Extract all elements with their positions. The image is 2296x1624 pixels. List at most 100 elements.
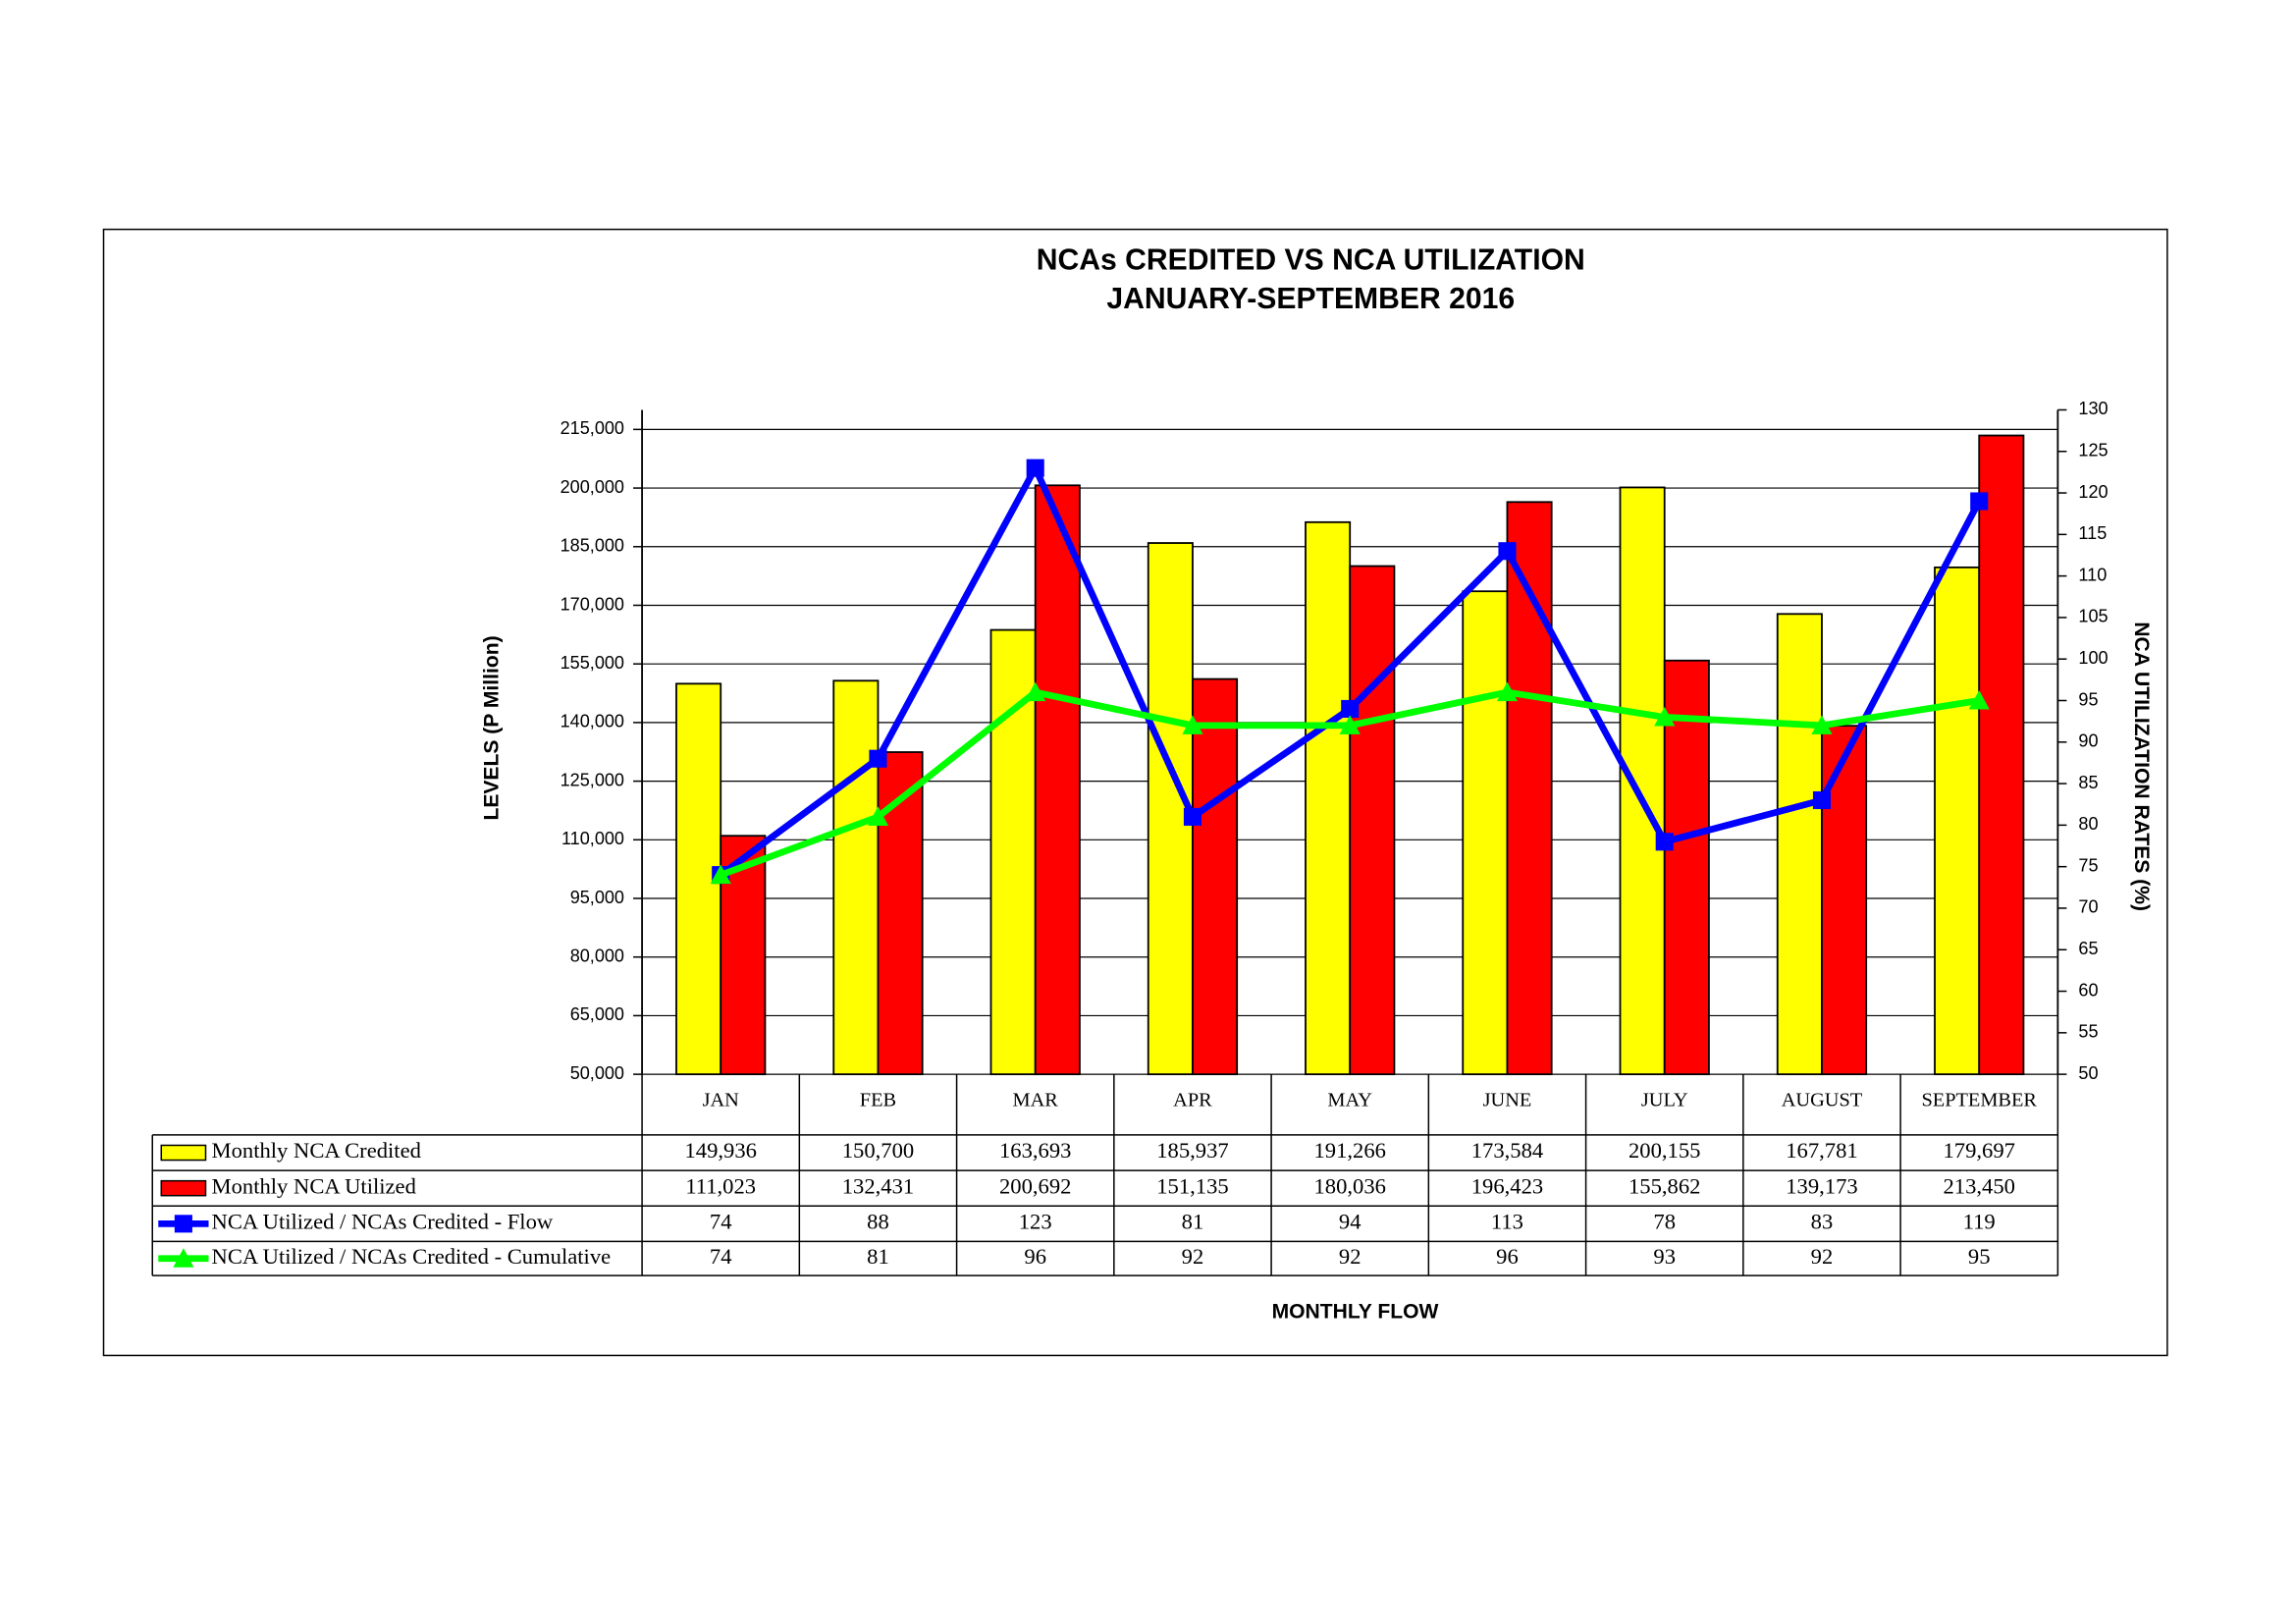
bar xyxy=(1462,590,1509,1076)
table-value: 196,423 xyxy=(1471,1173,1543,1198)
marker xyxy=(1812,790,1832,810)
table-value: 200,155 xyxy=(1629,1138,1700,1163)
table-value: 149,936 xyxy=(684,1138,756,1163)
y2-tick-label: 55 xyxy=(2078,1022,2098,1042)
table-value: 88 xyxy=(867,1210,889,1234)
marker xyxy=(1026,459,1044,477)
y2-tick-label: 120 xyxy=(2078,482,2108,502)
y2-tick-label: 110 xyxy=(2078,565,2107,584)
table-value: 200,692 xyxy=(999,1173,1071,1198)
marker xyxy=(1811,715,1833,734)
marker xyxy=(1025,681,1046,702)
y2-tick-label: 60 xyxy=(2078,980,2098,1000)
marker xyxy=(1339,715,1361,734)
table-value: 92 xyxy=(1182,1244,1204,1269)
bar xyxy=(1349,565,1396,1076)
table-value: 150,700 xyxy=(842,1138,914,1163)
marker xyxy=(1496,681,1519,702)
legend-swatch xyxy=(160,1179,207,1197)
bar xyxy=(1192,677,1239,1076)
y2-axis-title: NCA UTILIZATION RATES (%) xyxy=(2130,622,2153,911)
table-value: 179,697 xyxy=(1943,1138,2014,1163)
table-value: 93 xyxy=(1653,1244,1676,1269)
table-value: 92 xyxy=(1811,1244,1834,1269)
table-value: 94 xyxy=(1339,1210,1362,1234)
table-value: 185,937 xyxy=(1156,1138,1228,1163)
x-tick-label: SEPTEMBER xyxy=(1921,1090,2037,1111)
y2-tick-label: 95 xyxy=(2078,689,2098,709)
x-tick-label: MAR xyxy=(1013,1090,1059,1111)
marker xyxy=(1341,699,1360,719)
table-value: 123 xyxy=(1019,1210,1052,1234)
table-value: 132,431 xyxy=(842,1173,914,1198)
table-value: 74 xyxy=(710,1210,732,1234)
y2-tick-label: 70 xyxy=(2078,897,2098,917)
y2-tick-label: 90 xyxy=(2078,731,2098,751)
bar xyxy=(877,751,924,1076)
y-tick-label: 170,000 xyxy=(561,594,624,614)
x-tick-label: AUGUST xyxy=(1782,1090,1863,1111)
table-value: 78 xyxy=(1653,1210,1676,1234)
y2-tick-label: 85 xyxy=(2078,773,2098,792)
table-value: 180,036 xyxy=(1313,1173,1385,1198)
table-value: 81 xyxy=(1182,1210,1204,1234)
bar xyxy=(1776,613,1823,1076)
marker xyxy=(869,749,887,768)
y-tick-label: 110,000 xyxy=(561,829,624,848)
table-value: 173,584 xyxy=(1471,1138,1543,1163)
legend-label: NCA Utilized / NCAs Credited - Flow xyxy=(212,1210,554,1234)
y2-tick-label: 50 xyxy=(2078,1063,2098,1083)
marker xyxy=(1498,542,1517,561)
y-tick-label: 185,000 xyxy=(561,536,624,556)
x-tick-label: JUNE xyxy=(1483,1090,1532,1111)
table-value: 96 xyxy=(1496,1244,1519,1269)
table-value: 83 xyxy=(1811,1210,1834,1234)
table-value: 139,173 xyxy=(1786,1173,1857,1198)
y2-tick-label: 100 xyxy=(2078,648,2108,668)
y2-tick-label: 75 xyxy=(2078,855,2098,875)
x-tick-label: JULY xyxy=(1641,1090,1688,1111)
y2-tick-label: 130 xyxy=(2078,399,2108,418)
x-tick-label: MAY xyxy=(1327,1090,1372,1111)
table-value: 74 xyxy=(710,1244,732,1269)
x-tick-label: JAN xyxy=(703,1090,740,1111)
bar xyxy=(1821,725,1868,1076)
marker xyxy=(1968,689,1990,710)
y-tick-label: 65,000 xyxy=(570,1004,624,1024)
y-tick-label: 125,000 xyxy=(561,770,624,789)
y2-tick-label: 105 xyxy=(2078,607,2108,626)
y-tick-label: 95,000 xyxy=(570,888,624,907)
table-value: 163,693 xyxy=(999,1138,1071,1163)
bar xyxy=(1663,659,1710,1076)
chart-title: NCAs CREDITED VS NCA UTILIZATION xyxy=(1037,244,1585,277)
marker xyxy=(1182,715,1203,734)
marker xyxy=(1970,492,1989,511)
y-tick-label: 50,000 xyxy=(570,1063,624,1083)
table-value: 213,450 xyxy=(1943,1173,2014,1198)
marker xyxy=(1654,706,1676,727)
x-axis-title: MONTHLY FLOW xyxy=(1272,1300,1439,1323)
legend-label: NCA Utilized / NCAs Credited - Cumulativ… xyxy=(212,1244,612,1269)
chart-subtitle: JANUARY-SEPTEMBER 2016 xyxy=(1106,283,1515,315)
y2-tick-label: 65 xyxy=(2078,939,2098,958)
y2-tick-label: 115 xyxy=(2078,523,2107,543)
table-value: 111,023 xyxy=(685,1173,756,1198)
y-tick-label: 155,000 xyxy=(561,653,624,673)
marker xyxy=(174,1215,192,1233)
marker xyxy=(1183,807,1202,826)
table-value: 92 xyxy=(1339,1244,1362,1269)
table-value: 95 xyxy=(1968,1244,1991,1269)
marker xyxy=(867,806,889,826)
table-value: 81 xyxy=(867,1244,889,1269)
y2-tick-label: 125 xyxy=(2078,441,2108,460)
marker xyxy=(173,1248,194,1268)
bar xyxy=(1305,520,1352,1076)
y-tick-label: 140,000 xyxy=(561,712,624,731)
y-tick-label: 215,000 xyxy=(561,418,624,438)
legend-label: Monthly NCA Credited xyxy=(212,1138,422,1163)
marker xyxy=(1655,833,1674,851)
table-value: 96 xyxy=(1024,1244,1046,1269)
table-value: 151,135 xyxy=(1156,1173,1228,1198)
